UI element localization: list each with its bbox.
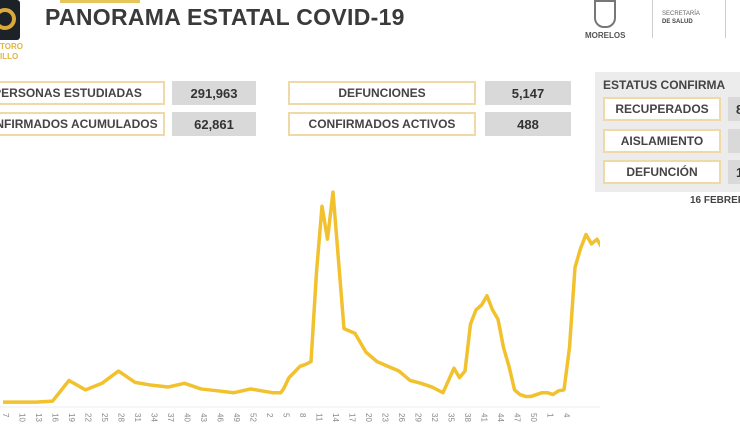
x-tick-label: 8 [298,413,307,418]
personas-estudiadas-value: 291,963 [172,81,256,105]
aislamiento-label: AISLAMIENTO [603,129,721,153]
x-tick-label: 32 [430,413,439,422]
x-tick-label: 23 [381,413,390,422]
cases-line-chart: 7 10 13 16 19 22 25 28 31 34 37 40 43 46 49 52 2 5 8 11 14 17… [0,190,600,422]
x-tick-label: 19 [67,413,76,422]
status-title: ESTATUS CONFIRMA [603,78,726,92]
x-tick-label: 5 [282,413,291,418]
x-tick-label: 16 [51,413,60,422]
confirmados-activos-value: 488 [485,112,571,136]
defunciones-label: DEFUNCIONES [288,81,476,105]
x-tick-label: 14 [331,413,340,422]
x-tick-label: 41 [480,413,489,422]
x-tick-label: 10 [18,413,27,422]
report-date: 16 FEBRER [690,195,740,206]
divider [725,0,726,38]
x-tick-label: 26 [397,413,406,422]
x-tick-label: 7 [1,413,10,418]
x-tick-label: 1 [546,413,555,418]
observatorio-logo [0,0,20,40]
x-tick-label: 31 [133,413,142,422]
defunciones-value: 5,147 [485,81,571,105]
x-tick-label: 17 [348,413,357,422]
recuperados-value: 8 [728,97,740,121]
salud-label: DE SALUD [662,19,693,25]
x-tick-label: 13 [34,413,43,422]
series-line [3,190,600,404]
defuncion-value: 1 [728,160,740,184]
divider [652,0,653,38]
page-title: PANORAMA ESTATAL COVID-19 [45,4,405,30]
x-tick-label: 38 [463,413,472,422]
secretaria-label: SECRETARÍA [662,11,700,17]
logo-text: TORO ILLO [0,42,23,62]
x-tick-label: 44 [496,413,505,422]
x-tick-label: 52 [249,413,258,422]
x-tick-label: 34 [150,413,159,422]
confirmados-acumulados-value: 62,861 [172,112,256,136]
x-tick-label: 29 [414,413,423,422]
morelos-label: MORELOS [585,31,626,40]
morelos-logo: MORELOS [585,0,625,44]
x-tick-label: 37 [166,413,175,422]
x-tick-label: 46 [216,413,225,422]
x-tick-label: 28 [117,413,126,422]
aislamiento-value [728,129,740,153]
x-tick-label: 49 [232,413,241,422]
subtitle-bar [60,0,140,3]
confirmados-activos-label: CONFIRMADOS ACTIVOS [288,112,476,136]
x-tick-label: 11 [315,413,324,422]
x-tick-label: 25 [100,413,109,422]
x-tick-label: 20 [364,413,373,422]
defuncion-label: DEFUNCIÓN [603,160,721,184]
logo-text-2: ILLO [0,52,19,61]
x-tick-label: 50 [529,413,538,422]
x-tick-label: 35 [447,413,456,422]
x-tick-label: 2 [265,413,274,418]
morelos-shield-icon [594,0,616,28]
x-tick-label: 40 [183,413,192,422]
logo-text-1: TORO [0,42,23,51]
x-tick-label: 22 [84,413,93,422]
recuperados-label: RECUPERADOS [603,97,721,121]
personas-estudiadas-label: PERSONAS ESTUDIADAS [0,81,165,105]
secretaria-salud-logo: SECRETARÍA DE SALUD [662,10,700,26]
x-tick-label: 4 [562,413,571,418]
x-tick-label: 43 [199,413,208,422]
confirmados-acumulados-label: CONFIRMADOS ACUMULADOS [0,112,165,136]
x-tick-label: 47 [513,413,522,422]
